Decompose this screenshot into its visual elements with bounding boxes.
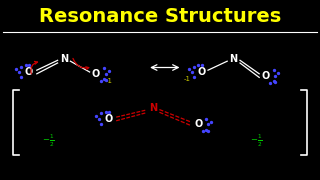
Text: O: O [25, 67, 33, 77]
Text: N: N [60, 54, 68, 64]
Text: -1: -1 [105, 78, 112, 84]
FancyArrowPatch shape [31, 61, 37, 74]
Text: O: O [92, 69, 100, 79]
Text: O: O [105, 114, 113, 124]
Text: $-\frac{1}{2}$: $-\frac{1}{2}$ [42, 132, 54, 149]
Text: N: N [229, 54, 238, 64]
Text: N: N [149, 103, 158, 113]
FancyArrowPatch shape [73, 58, 89, 69]
Text: O: O [197, 67, 206, 77]
Text: -1: -1 [184, 76, 191, 82]
Text: O: O [194, 119, 203, 129]
Text: O: O [261, 71, 270, 81]
Text: $-\frac{1}{2}$: $-\frac{1}{2}$ [250, 132, 262, 149]
Text: Resonance Structures: Resonance Structures [39, 7, 281, 26]
